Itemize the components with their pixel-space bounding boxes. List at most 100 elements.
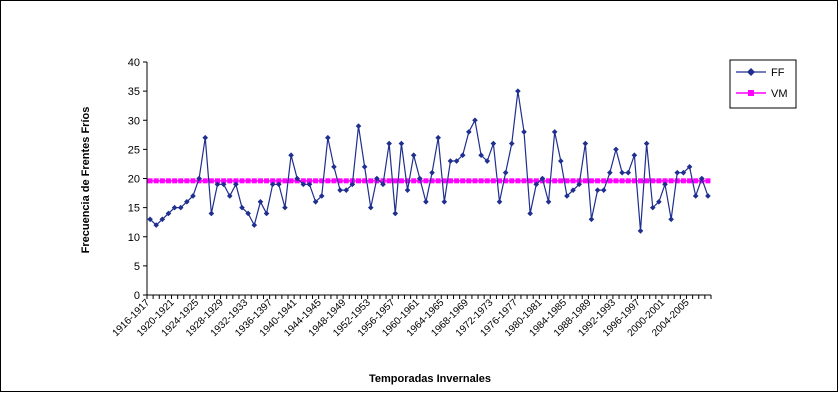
series-ff-point	[386, 140, 392, 147]
series-ff-point	[312, 199, 319, 205]
series-ff-point	[619, 169, 625, 176]
series-ff-point	[288, 152, 294, 158]
series-vm-point	[466, 178, 472, 184]
series-vm-point	[398, 178, 404, 184]
series-ff-point	[453, 158, 460, 164]
series-ff-point	[570, 187, 576, 193]
series-vm-point	[270, 178, 276, 184]
series-vm-point	[588, 178, 594, 184]
series-vm-point	[300, 178, 306, 184]
series-vm-point	[368, 178, 374, 184]
series-ff-point	[692, 193, 699, 199]
series-vm-point	[245, 178, 251, 184]
series-vm-point	[208, 178, 214, 184]
series-ff-point	[625, 169, 632, 176]
series-ff-point	[429, 169, 435, 176]
series-ff-point	[404, 187, 411, 193]
series-ff-point	[214, 181, 221, 188]
series-ff-point	[392, 210, 399, 217]
series-vm-point	[313, 178, 319, 184]
series-ff-point	[558, 158, 564, 164]
series-ff-point	[576, 181, 582, 188]
y-tick-label: 10	[128, 232, 140, 244]
series-ff-point	[208, 210, 215, 217]
series-vm-point	[331, 178, 337, 184]
series-ff-point	[631, 152, 638, 158]
series-vm-point	[478, 178, 484, 184]
series-vm-point	[625, 178, 631, 184]
series-vm-point	[337, 178, 343, 184]
series-vm-point	[454, 178, 460, 184]
series-ff-point	[699, 175, 705, 182]
series-ff-point	[410, 152, 417, 158]
series-ff-point	[251, 222, 258, 228]
series-ff-point	[613, 146, 619, 153]
series-vm-point	[153, 178, 159, 184]
y-tick-label: 40	[128, 57, 140, 69]
series-vm-point	[276, 178, 282, 184]
series-ff-point	[637, 228, 644, 234]
series-vm-point	[631, 178, 637, 184]
series-vm-point	[221, 178, 227, 184]
series-ff-point	[171, 204, 178, 211]
series-vm-point	[184, 178, 190, 184]
series-ff-point	[331, 164, 337, 170]
legend-box	[729, 59, 797, 109]
series-ff-point	[686, 164, 693, 170]
series-vm-point	[325, 178, 331, 184]
series-ff-point	[417, 175, 423, 182]
y-axis-title: Frecuencia de Frentes Fríos	[80, 107, 92, 254]
series-vm-point	[497, 178, 502, 184]
series-vm-point	[239, 178, 245, 184]
series-ff-point	[263, 210, 270, 217]
series-ff-point	[318, 193, 325, 199]
series-ff-point	[680, 169, 687, 176]
series-vm-point	[172, 178, 178, 184]
series-ff-point	[502, 169, 509, 176]
series-ff-point	[459, 152, 466, 158]
series-vm-point	[668, 178, 674, 184]
series-vm-point	[521, 178, 527, 184]
series-ff-point	[582, 140, 589, 147]
series-ff-point	[177, 204, 184, 211]
series-ff-point	[343, 187, 350, 193]
series-ff-point	[527, 210, 533, 217]
legend-ff-marker	[747, 68, 755, 76]
series-ff-point	[564, 193, 570, 199]
series-vm-point	[533, 178, 539, 184]
series-vm-point	[656, 178, 662, 184]
series-vm-point	[190, 178, 196, 184]
series-vm-point	[564, 178, 570, 184]
series-vm-point	[619, 178, 625, 184]
series-ff-point	[447, 158, 454, 164]
series-ff-point	[472, 117, 478, 124]
series-ff-point	[257, 199, 264, 205]
series-ff-point	[153, 222, 159, 228]
y-tick-label: 15	[128, 203, 140, 215]
series-vm-point	[165, 178, 171, 184]
series-ff-point	[496, 199, 503, 205]
series-vm-point	[264, 178, 270, 184]
series-ff-point	[521, 129, 527, 135]
series-vm-point	[343, 178, 349, 184]
series-vm-point	[386, 178, 392, 184]
series-vm-point	[227, 178, 233, 184]
series-ff-point	[545, 199, 552, 205]
series-ff-point	[325, 134, 331, 141]
series-ff-point	[643, 140, 650, 147]
series-ff-point	[649, 204, 656, 211]
series-ff-point	[245, 210, 251, 217]
series-ff-point	[233, 181, 239, 188]
series-ff-point	[539, 175, 546, 182]
series-vm-point	[687, 178, 693, 184]
legend-vm-label: VM	[771, 88, 788, 100]
series-ff-point	[466, 129, 472, 135]
series-ff-point	[380, 181, 386, 188]
series-vm-point	[411, 178, 417, 184]
series-vm-point	[515, 178, 521, 184]
series-vm-point	[472, 178, 478, 184]
y-tick-label: 25	[128, 144, 140, 156]
series-ff-point	[374, 175, 380, 182]
series-ff-point	[147, 216, 153, 223]
